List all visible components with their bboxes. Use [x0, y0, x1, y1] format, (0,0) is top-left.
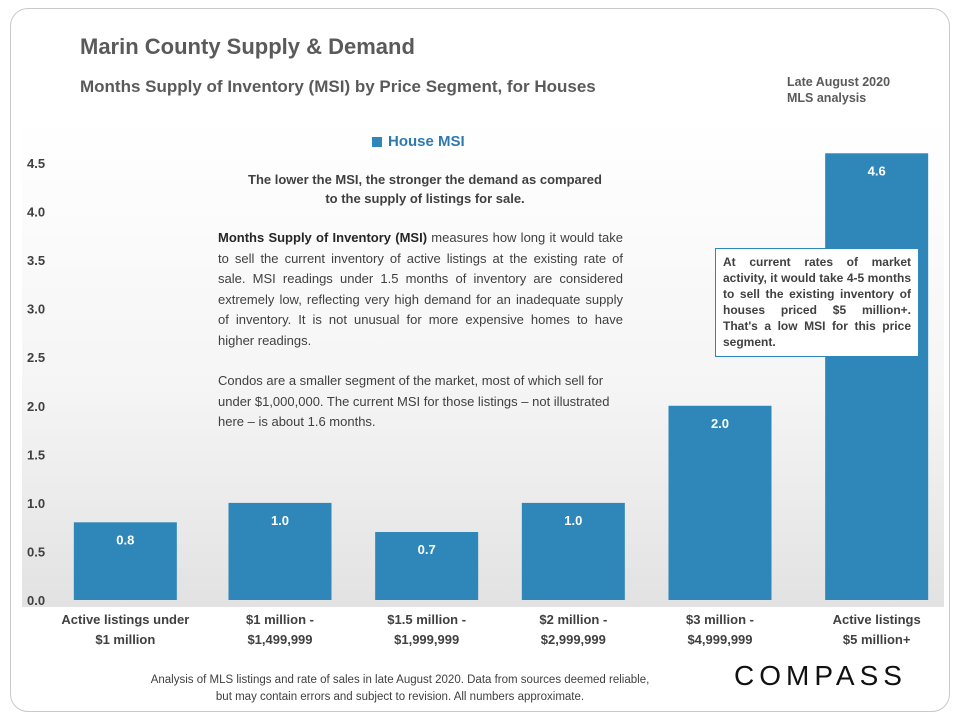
- y-tick-label: 1.5: [27, 447, 45, 462]
- x-tick-label: $1 million -: [246, 612, 314, 627]
- x-tick-label: $2 million -: [539, 612, 607, 627]
- x-tick-label: $1 million: [95, 632, 155, 647]
- x-tick-label: $2,999,999: [541, 632, 606, 647]
- y-tick-label: 4.5: [27, 156, 45, 171]
- y-tick-label: 4.0: [27, 205, 45, 220]
- note-main-text: measures how long it would take to sell …: [218, 230, 624, 348]
- y-tick-label: 0.0: [27, 593, 45, 608]
- bar-value-label: 0.8: [116, 532, 134, 547]
- legend-label: House MSI: [388, 133, 465, 150]
- y-tick-label: 3.5: [27, 253, 45, 268]
- x-tick-label: $1.5 million -: [387, 612, 466, 627]
- page-subtitle: Months Supply of Inventory (MSI) by Pric…: [80, 77, 596, 96]
- x-tick-label: Active listings under: [61, 612, 189, 627]
- legend-swatch: [372, 136, 382, 147]
- y-tick-label: 2.5: [27, 350, 45, 365]
- bar: [521, 502, 625, 600]
- bar: [228, 502, 332, 600]
- footnote: Analysis of MLS listings and rate of sal…: [150, 674, 650, 703]
- date-line-1: Late August 2020: [787, 75, 891, 89]
- compass-logo: COMPASS: [734, 660, 907, 691]
- bar-value-label: 1.0: [564, 513, 582, 528]
- bar: [73, 522, 177, 600]
- bar: [668, 405, 772, 600]
- bar: [375, 532, 479, 600]
- x-tick-label: $1,999,999: [394, 632, 459, 647]
- page-title: Marin County Supply & Demand: [80, 34, 415, 59]
- bar: [825, 153, 929, 601]
- note-main-paragraph: Months Supply of Inventory (MSI) measure…: [218, 228, 623, 351]
- y-tick-label: 3.0: [27, 302, 45, 317]
- note-main-term: Months Supply of Inventory (MSI): [218, 230, 428, 245]
- date-line-2: MLS analysis: [787, 91, 867, 105]
- x-tick-label: $1,499,999: [247, 632, 312, 647]
- date-label: Late August 2020 MLS analysis: [787, 74, 890, 106]
- y-tick-label: 1.0: [27, 496, 45, 511]
- callout-box: At current rates of market activity, it …: [715, 248, 919, 357]
- y-tick-label: 2.0: [27, 399, 45, 414]
- bar-value-label: 0.7: [418, 542, 436, 557]
- bar-value-label: 1.0: [271, 513, 289, 528]
- x-tick-label: $3 million -: [686, 612, 754, 627]
- bar-value-label: 4.6: [868, 163, 886, 178]
- note-condos: Condos are a smaller segment of the mark…: [218, 373, 610, 429]
- bar-value-label: 2.0: [711, 416, 729, 431]
- note-main: Months Supply of Inventory (MSI) measure…: [218, 228, 623, 433]
- x-tick-label: $5 million+: [843, 632, 911, 647]
- x-tick-label: Active listings: [833, 612, 921, 627]
- y-tick-label: 0.5: [27, 544, 45, 559]
- chart-legend: House MSI: [372, 133, 465, 150]
- note-top: The lower the MSI, the stronger the dema…: [248, 172, 602, 206]
- x-tick-label: $4,999,999: [687, 632, 752, 647]
